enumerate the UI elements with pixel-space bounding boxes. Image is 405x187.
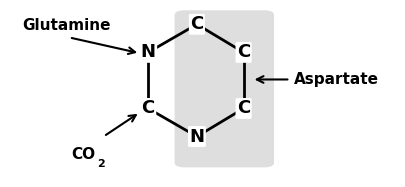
Text: Glutamine: Glutamine [22,18,111,33]
Text: C: C [141,99,154,117]
FancyBboxPatch shape [174,10,273,167]
Text: CO: CO [71,147,95,162]
Text: C: C [190,15,203,33]
Text: C: C [237,99,249,117]
Text: N: N [141,43,155,61]
Text: 2: 2 [97,159,105,169]
Text: N: N [189,128,204,145]
Text: Aspartate: Aspartate [294,72,378,87]
Text: C: C [237,43,249,61]
